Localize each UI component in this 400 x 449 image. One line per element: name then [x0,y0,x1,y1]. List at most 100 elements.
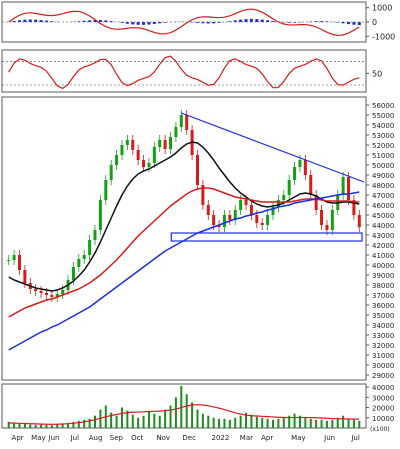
price-candle-body [347,177,351,200]
price-tick-label: 51000 [372,152,394,160]
price-tick-label: 44000 [372,222,394,230]
price-candle-body [244,200,248,205]
price-candle-body [158,140,162,147]
price-candle-body [169,137,173,149]
price-candle-body [222,215,226,227]
price-candle-body [293,167,297,180]
price-candle-body [255,215,259,223]
price-candle-body [7,260,11,261]
price-candle-body [298,160,302,167]
price-tick-label: 34000 [372,322,394,330]
price-tick-label: 56000 [372,102,394,110]
price-candle-body [23,270,27,283]
price-tick-label: 52000 [372,142,394,150]
x-tick-label: 2022 [211,434,229,442]
price-tick-label: 55000 [372,112,394,120]
x-tick-label: Apr [12,434,24,442]
price-candle-body [195,155,199,185]
price-ma-mid-line [8,187,360,318]
price-candle-body [249,205,253,215]
price-candle-body [34,289,38,291]
x-tick-label: Dec [182,434,196,442]
price-candle-body [120,145,124,155]
volume-tick-label: 10000 [372,415,394,423]
price-candle-body [17,255,21,270]
price-tick-label: 33000 [372,332,394,340]
price-candle-body [77,259,81,267]
price-candle-body [206,205,210,215]
price-candle-body [12,255,16,260]
price-candle-body [282,195,286,200]
price-tick-label: 42000 [372,242,394,250]
price-candle-body [44,293,48,295]
price-tick-label: 40000 [372,262,394,270]
price-candle-body [82,255,86,259]
price-candle-body [314,195,318,210]
price-candle-body [115,155,119,165]
x-tick-label: Jul [70,434,80,442]
macd-tick-label: 1000 [372,4,392,13]
price-tick-label: 41000 [372,252,394,260]
x-tick-label: Nov [156,434,170,442]
price-tick-label: 53000 [372,132,394,140]
price-tick-label: 54000 [372,122,394,130]
x-tick-label: Aug [89,434,103,442]
price-candle-body [50,295,54,297]
price-candle-body [276,200,280,207]
price-candle-body [233,210,237,220]
price-candle-body [93,230,97,240]
volume-tick-label: 20000 [372,405,394,413]
price-candle-body [98,200,102,230]
price-tick-label: 50000 [372,162,394,170]
volume-tick-label: 40000 [372,384,394,392]
rsi-line [8,55,360,90]
price-candle-body [341,177,345,195]
price-candle-body [260,223,264,225]
x-tick-label: Apr [261,434,273,442]
price-candle-body [201,185,205,205]
price-trendline [181,112,365,183]
price-candle-body [131,140,135,150]
x-tick-label: May [291,434,305,442]
price-ma-short-line [8,141,360,292]
price-candle-body [325,225,329,230]
x-tick-label: Mar [240,434,253,442]
price-tick-label: 29000 [372,372,394,380]
price-tick-label: 38000 [372,282,394,290]
price-candle-body [39,291,43,293]
price-candle-body [55,294,59,297]
price-candle-body [163,140,167,149]
rsi-tick-label: 50 [372,69,382,78]
price-candle-body [309,175,313,195]
price-tick-label: 37000 [372,292,394,300]
price-candle-body [109,165,113,180]
price-tick-label: 45000 [372,212,394,220]
price-candle-body [357,215,361,227]
price-candle-body [61,290,65,294]
price-tick-label: 36000 [372,302,394,310]
price-candle-body [352,200,356,215]
volume-ma-line [8,404,360,425]
price-tick-label: 47000 [372,192,394,200]
volume-tick-label: 30000 [372,394,394,402]
price-tick-label: 30000 [372,362,394,370]
volume-unit-label: (x100) [370,426,390,433]
price-candle-body [228,215,232,220]
x-tick-label: Oct [131,434,143,442]
x-tick-label: Sep [110,434,124,442]
price-candle-body [152,147,156,163]
price-tick-label: 39000 [372,272,394,280]
price-panel-frame [1,96,367,381]
price-candle-body [287,180,291,195]
price-candle-body [330,210,334,230]
macd-tick-label: -1000 [372,32,395,41]
price-support-zone [170,232,363,242]
price-candle-body [142,160,146,167]
price-candle-body [179,115,183,127]
price-tick-label: 46000 [372,202,394,210]
price-tick-label: 49000 [372,172,394,180]
price-candle-body [136,150,140,160]
price-candle-body [174,127,178,137]
price-candle-body [185,115,189,130]
